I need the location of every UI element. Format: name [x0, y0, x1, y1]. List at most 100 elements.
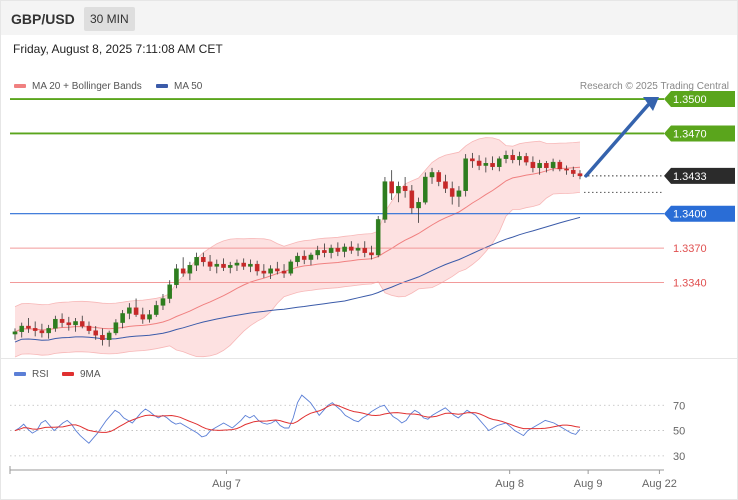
level-tag-1.3500	[664, 91, 735, 108]
ma20-swatch	[14, 84, 26, 89]
legend-ma20-label: MA 20 + Bollinger Bands	[32, 81, 142, 92]
candle-body	[564, 168, 569, 171]
candle-body	[160, 298, 166, 306]
level-label-1.3500: 1.3500	[673, 94, 707, 106]
candle-body	[463, 158, 468, 191]
candle-body	[301, 255, 307, 260]
candle-body	[174, 268, 179, 285]
candle-body	[342, 246, 347, 252]
candle-body	[19, 325, 25, 332]
candle-body	[288, 261, 294, 274]
candle-body	[26, 325, 31, 329]
timeframe-button[interactable]: 30 MIN	[84, 7, 135, 31]
candle-body	[503, 155, 509, 159]
last-price-label: 1.3433	[673, 171, 707, 183]
candle-body	[456, 190, 462, 197]
candle-body	[227, 265, 233, 268]
candle-body	[187, 265, 193, 274]
symbol-label: GBP/USD	[11, 11, 75, 27]
credit-text: Research © 2025 Trading Central	[579, 81, 729, 92]
level-label-1.3470: 1.3470	[673, 128, 707, 140]
candle-body	[133, 307, 139, 315]
candle-body	[79, 321, 85, 327]
legend-ma50-label: MA 50	[174, 81, 203, 92]
candle-body	[510, 155, 516, 161]
candle-body	[32, 328, 38, 331]
candle-body	[423, 176, 428, 203]
candle-body	[335, 247, 341, 252]
candle-body	[254, 263, 260, 272]
candle-body	[409, 190, 415, 209]
candle-body	[369, 252, 374, 256]
candle-body	[497, 158, 502, 167]
candle-body	[577, 173, 583, 177]
candle-body	[46, 328, 51, 334]
time-tick-label: Aug 22	[642, 478, 677, 490]
candle-body	[234, 262, 240, 266]
candle-body	[362, 247, 368, 253]
level-label-1.3340: 1.3340	[673, 277, 707, 289]
candle-body	[570, 169, 576, 174]
candle-body	[470, 158, 475, 162]
candle-body	[153, 305, 159, 315]
candle-body	[147, 314, 152, 320]
legend-rsi-ma-label: 9MA	[80, 369, 101, 380]
candle-body	[436, 172, 442, 182]
candle-body	[449, 188, 455, 197]
candle-body	[355, 247, 361, 251]
candle-body	[389, 181, 394, 194]
candle-body	[86, 325, 92, 331]
rsi-tick-50: 50	[673, 426, 685, 438]
candle-body	[396, 185, 401, 194]
candle-body	[416, 202, 421, 209]
candle-body	[375, 219, 381, 256]
candle-body	[281, 270, 287, 274]
ma20-line	[14, 166, 581, 333]
candle-body	[483, 163, 489, 166]
rsi-tick-30: 30	[673, 451, 685, 463]
candle-body	[39, 330, 45, 334]
chart-header: GBP/USD 30 MIN	[1, 1, 737, 35]
forecast-arrow-shaft	[584, 103, 650, 178]
candle-body	[100, 335, 105, 341]
bollinger-band	[15, 137, 580, 357]
candle-body	[140, 314, 146, 320]
bollinger-lower	[14, 192, 581, 358]
legend-rsi: RSI	[14, 369, 49, 380]
candle-body	[402, 185, 408, 191]
legend-ma20: MA 20 + Bollinger Bands	[14, 81, 142, 92]
candle-body	[490, 163, 495, 167]
candle-body	[517, 156, 522, 161]
candle-body	[550, 161, 556, 169]
rsi-tick-70: 70	[673, 400, 685, 412]
panel-separator	[1, 358, 737, 359]
candle-body	[59, 318, 65, 323]
candle-body	[275, 268, 280, 272]
time-tick-label: Aug 9	[574, 478, 603, 490]
candle-body	[523, 156, 529, 163]
candle-body	[443, 181, 448, 189]
candle-body	[322, 250, 327, 253]
candle-body	[308, 254, 314, 260]
candle-body	[12, 331, 18, 335]
candle-body	[73, 321, 78, 326]
candle-body	[476, 160, 482, 166]
candle-body	[537, 163, 542, 169]
candle-body	[201, 257, 206, 263]
legend-ma50: MA 50	[156, 81, 202, 92]
candle-body	[315, 250, 320, 256]
rsi-ma-swatch	[62, 372, 74, 377]
legend-rsi-ma: 9MA	[62, 369, 101, 380]
candle-body	[261, 270, 267, 274]
candle-body	[544, 163, 549, 169]
rsi-ma-line	[14, 404, 581, 433]
ma50-swatch	[156, 84, 168, 89]
candle-body	[268, 268, 273, 274]
forecast-arrow-head	[643, 97, 659, 112]
last-price-tag	[664, 167, 735, 184]
rsi-line	[14, 394, 581, 444]
rsi-swatch	[14, 372, 26, 377]
candle-body	[530, 161, 536, 169]
candle-body	[214, 263, 220, 267]
candle-body	[106, 332, 112, 341]
